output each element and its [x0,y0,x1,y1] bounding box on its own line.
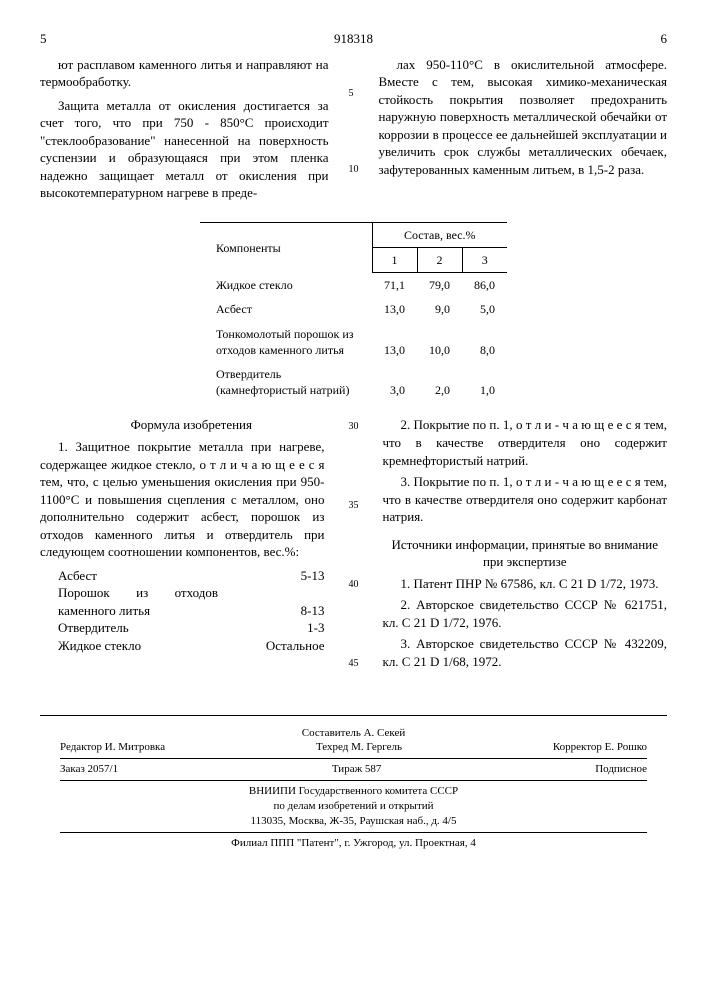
cell: 8,0 [462,322,507,362]
line-num: 45 [345,657,363,671]
techred: Техред М. Гергель [316,740,402,755]
left-para-2: Защита металла от окисления достигается … [40,97,329,202]
org1: ВНИИПИ Государственного комитета СССР [40,784,667,799]
cell: 13,0 [372,297,417,321]
table-header-composition: Состав, вес.% [372,222,507,247]
footer: Составитель А. Секей Редактор И. Митровк… [40,715,667,851]
source-3: 3. Авторское свидетельство СССР № 432209… [383,635,668,670]
tirage: Тираж 587 [332,762,382,777]
claim-1: 1. Защитное покрытие металла при нагреве… [40,438,325,561]
sources-title: Источники информации, принятые во вниман… [383,536,668,571]
compiler: Составитель А. Секей [40,726,667,741]
ingredient-value: Остальное [266,637,325,655]
ingredient-row: Отвердитель 1-3 [40,619,325,637]
addr2: Филиал ППП "Патент", г. Ужгород, ул. Про… [40,836,667,851]
editor: Редактор И. Митровка [60,740,165,755]
row-label: Тонкомолотый порошок из отходов каменног… [200,322,372,362]
row-label: Жидкое стекло [200,273,372,298]
ingredient-value: 1-3 [307,619,324,637]
col-3: 3 [462,248,507,273]
cell: 1,0 [462,362,507,402]
doc-number: 918318 [334,30,373,48]
table-row: Жидкое стекло 71,1 79,0 86,0 [200,273,507,298]
table-header-components: Компоненты [200,222,372,272]
source-2: 2. Авторское свидетельство СССР № 621751… [383,596,668,631]
claim-2: 2. Покрытие по п. 1, о т л и - ч а ю щ е… [383,416,668,469]
cell: 2,0 [417,362,462,402]
claim-3: 3. Покрытие по п. 1, о т л и - ч а ю щ е… [383,473,668,526]
ingredient-row: Порошок из отходов каменного литья 8-13 [40,584,325,619]
formula-title: Формула изобретения [40,416,325,434]
subscription: Подписное [595,762,647,777]
claims-right: 2. Покрытие по п. 1, о т л и - ч а ю щ е… [383,416,668,674]
left-para-1: ют расплавом каменного литья и направляю… [40,56,329,91]
claims-section: Формула изобретения 1. Защитное покрытие… [40,416,667,674]
composition-table: Компоненты Состав, вес.% 1 2 3 Жидкое ст… [200,222,507,403]
line-num: 30 [345,420,363,434]
claims-left: Формула изобретения 1. Защитное покрытие… [40,416,325,674]
ingredient-list: Асбест 5-13 Порошок из отходов каменного… [40,567,325,655]
ingredient-value: 5-13 [301,567,325,585]
line-num-5: 5 [349,87,359,101]
ingredient-label: Жидкое стекло [58,637,141,655]
line-numbers: 5 10 [349,56,359,208]
line-num: 40 [345,578,363,592]
right-column: лах 950-110°С в окислительной атмосфере.… [379,56,668,208]
ingredient-row: Жидкое стекло Остальное [40,637,325,655]
col-2: 2 [417,248,462,273]
ingredient-label: Отвердитель [58,619,129,637]
col-1: 1 [372,248,417,273]
cell: 13,0 [372,322,417,362]
corrector: Корректор Е. Рошко [553,740,647,755]
cell: 3,0 [372,362,417,402]
page-num-left: 5 [40,30,47,48]
cell: 86,0 [462,273,507,298]
source-1: 1. Патент ПНР № 67586, кл. С 21 D 1/72, … [383,575,668,593]
top-text-columns: ют расплавом каменного литья и направляю… [40,56,667,208]
order: Заказ 2057/1 [60,762,118,777]
table-row: Асбест 13,0 9,0 5,0 [200,297,507,321]
line-num: 35 [345,499,363,513]
cell: 5,0 [462,297,507,321]
line-numbers-col: 30 35 40 45 [345,416,363,674]
ingredient-label: Порошок из отходов каменного литья [58,584,218,619]
cell: 9,0 [417,297,462,321]
right-para-1: лах 950-110°С в окислительной атмосфере.… [379,56,668,179]
row-label: Отвердитель (камнефтористый натрий) [200,362,372,402]
ingredient-value: 8-13 [301,602,325,620]
left-column: ют расплавом каменного литья и направляю… [40,56,329,208]
cell: 71,1 [372,273,417,298]
table-row: Тонкомолотый порошок из отходов каменног… [200,322,507,362]
ingredient-row: Асбест 5-13 [40,567,325,585]
line-num-10: 10 [349,163,359,177]
table-row: Отвердитель (камнефтористый натрий) 3,0 … [200,362,507,402]
page-num-right: 6 [661,30,668,48]
addr1: 113035, Москва, Ж-35, Раушская наб., д. … [40,814,667,829]
cell: 10,0 [417,322,462,362]
org2: по делам изобретений и открытий [40,799,667,814]
row-label: Асбест [200,297,372,321]
cell: 79,0 [417,273,462,298]
ingredient-label: Асбест [58,567,97,585]
